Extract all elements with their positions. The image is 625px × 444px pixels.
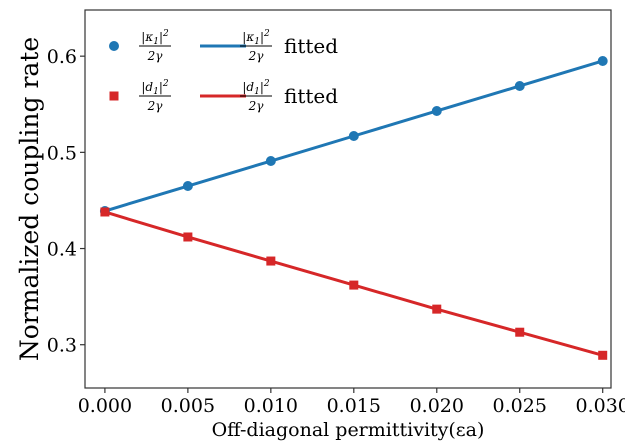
fitted-lines xyxy=(104,59,604,357)
x-tick-label: 0.000 xyxy=(78,395,132,417)
legend: |κ1|2 2γ |κ1|2 2γ fitted |d1|2 2γ |d1|2 2γ fitted xyxy=(109,29,338,113)
data-points xyxy=(99,55,608,360)
legend-suffix: fitted xyxy=(284,34,338,58)
data-point-square xyxy=(432,304,442,314)
data-point-circle xyxy=(182,181,193,192)
legend-entry: |κ1|2 2γ xyxy=(109,29,171,63)
legend-entry: |d1|2 2γ xyxy=(109,79,171,113)
x-tick-label: 0.015 xyxy=(327,395,381,417)
data-point-square xyxy=(266,256,276,266)
axis-ticks: 0.000 0.005 0.010 0.015 0.020 0.025 0.030 0.3 0.… xyxy=(47,46,625,417)
x-tick-label: 0.010 xyxy=(244,395,298,417)
x-tick-label: 0.020 xyxy=(410,395,464,417)
legend-fraction-denominator: 2γ xyxy=(248,99,265,113)
data-point-circle xyxy=(348,131,359,141)
legend-entry: |d1|2 2γ fitted xyxy=(200,79,338,113)
y-tick-label: 0.6 xyxy=(47,46,77,68)
data-point-circle xyxy=(514,80,525,91)
legend-fraction-denominator: 2γ xyxy=(248,49,265,63)
data-point-circle xyxy=(597,55,608,66)
x-tick-label: 0.005 xyxy=(161,395,215,417)
data-point-square xyxy=(598,350,608,360)
data-point-square xyxy=(100,207,110,217)
legend-fraction-numerator: |d1|2 xyxy=(242,79,270,97)
legend-fraction-denominator: 2γ xyxy=(147,49,164,63)
y-axis-title: Normalized coupling rate xyxy=(15,37,44,361)
x-axis-title: Off-diagonal permittivity(εa) xyxy=(212,419,485,441)
y-tick-label: 0.5 xyxy=(47,142,77,164)
data-point-square xyxy=(515,327,525,337)
legend-fraction-numerator: |d1|2 xyxy=(141,79,169,97)
data-point-square xyxy=(183,232,193,242)
x-tick-label: 0.025 xyxy=(493,395,547,417)
y-tick-label: 0.3 xyxy=(47,335,77,357)
legend-marker-square xyxy=(109,91,119,101)
legend-suffix: fitted xyxy=(284,84,338,108)
legend-entry: |κ1|2 2γ fitted xyxy=(200,29,338,63)
data-point-circle xyxy=(431,105,442,116)
data-point-circle xyxy=(265,156,276,167)
data-point-square xyxy=(349,280,359,290)
legend-fraction-denominator: 2γ xyxy=(147,99,164,113)
plot-frame xyxy=(84,9,612,389)
legend-fraction-numerator: |κ1|2 xyxy=(242,29,270,47)
legend-marker-circle xyxy=(109,41,119,51)
legend-fraction-numerator: |κ1|2 xyxy=(141,29,169,47)
y-tick-label: 0.4 xyxy=(47,239,77,261)
x-tick-label: 0.030 xyxy=(576,395,625,417)
